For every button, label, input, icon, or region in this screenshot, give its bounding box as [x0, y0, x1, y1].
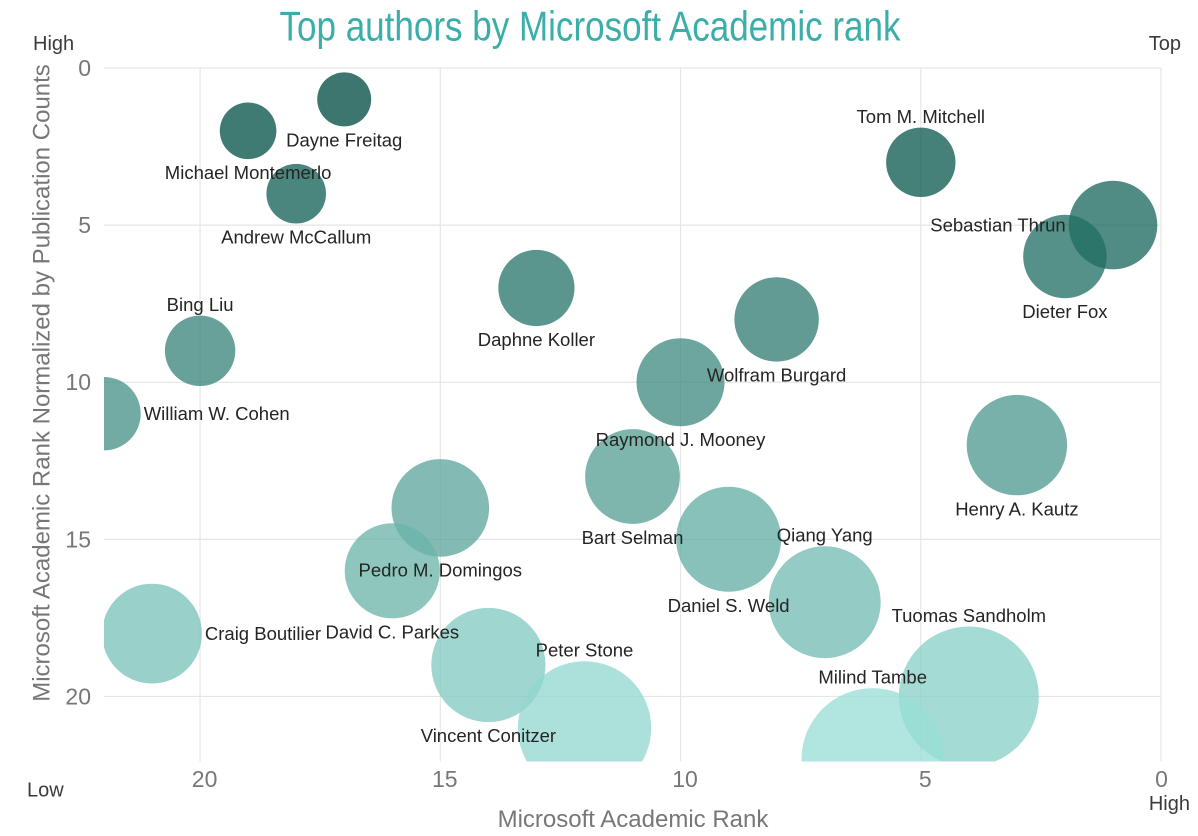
x-tick-label-15: 15	[432, 766, 458, 792]
bubble-henry-a-kautz[interactable]	[966, 394, 1068, 496]
bubble-dieter-fox[interactable]	[1023, 214, 1107, 299]
tick-labels: 20 15 10 5 0 0 5 10 15 20	[65, 55, 1167, 792]
chart-title: Top authors by Microsoft Academic rank	[280, 3, 902, 50]
bubble-label-dieter-fox: Dieter Fox	[1022, 301, 1108, 322]
y-axis-title: Microsoft Academic Rank Normalized by Pu…	[29, 64, 56, 702]
bubble-label-pedro-m-domingos: Pedro M. Domingos	[359, 560, 522, 581]
bubble-daphne-koller[interactable]	[498, 249, 575, 327]
bubble-andrew-mccallum[interactable]	[266, 163, 327, 224]
bubble-peter-stone[interactable]	[517, 661, 652, 794]
bubble-label-dayne-freitag: Dayne Freitag	[286, 129, 402, 150]
y-tick-label-10: 10	[65, 369, 91, 395]
bubble-vincent-conitzer[interactable]	[431, 607, 546, 723]
y-tick-label-20: 20	[65, 683, 91, 709]
bubble-label-wolfram-burgard: Wolfram Burgard	[707, 365, 846, 386]
data-labels: Dayne Freitag Michael Montemerlo Tom M. Mi…	[144, 106, 1109, 746]
bubble-dayne-freitag[interactable]	[317, 72, 372, 127]
bubble-david-c-parkes[interactable]	[344, 523, 440, 619]
bubbles	[67, 72, 1158, 830]
bubble-label-qiang-yang: Qiang Yang	[777, 525, 873, 546]
bubble-label-henry-a-kautz: Henry A. Kautz	[955, 498, 1078, 519]
y-axis-high-label: High	[33, 33, 74, 55]
x-axis-top-label: Top	[1149, 33, 1181, 55]
bubble-label-michael-montemerlo: Michael Montemerlo	[165, 162, 332, 183]
bubble-label-daphne-koller: Daphne Koller	[478, 329, 595, 350]
bubble-raymond-j-mooney[interactable]	[636, 338, 725, 427]
bubble-label-peter-stone: Peter Stone	[536, 640, 634, 661]
bubble-michael-montemerlo[interactable]	[219, 102, 277, 160]
bubble-label-milind-tambe: Milind Tambe	[818, 667, 927, 688]
bubble-william-w-cohen[interactable]	[67, 377, 141, 451]
bubble-label-david-c-parkes: David C. Parkes	[325, 621, 459, 642]
y-tick-label-5: 5	[78, 212, 91, 238]
bubble-daniel-s-weld[interactable]	[676, 486, 782, 592]
x-axis-high-label: High	[1149, 793, 1190, 815]
y-tick-label-0: 0	[78, 55, 91, 81]
bubble-bart-selman[interactable]	[585, 429, 680, 524]
x-tick-label-10: 10	[672, 766, 698, 792]
bubble-label-tom-m-mitchell: Tom M. Mitchell	[857, 106, 986, 127]
y-axis-low-label: Low	[27, 780, 64, 802]
bubble-bing-liu[interactable]	[164, 315, 236, 386]
bubble-label-bing-liu: Bing Liu	[167, 294, 234, 315]
bubble-wolfram-burgard[interactable]	[734, 277, 819, 362]
bubble-label-william-w-cohen: William W. Cohen	[144, 403, 290, 424]
bubble-label-andrew-mccallum: Andrew McCallum	[221, 227, 371, 248]
x-tick-label-5: 5	[919, 766, 932, 792]
x-tick-label-0: 0	[1155, 766, 1168, 792]
bubble-qiang-yang[interactable]	[768, 546, 881, 659]
bubble-label-daniel-s-weld: Daniel S. Weld	[668, 595, 790, 616]
bubble-label-tuomas-sandholm: Tuomas Sandholm	[892, 605, 1047, 626]
x-axis-title: Microsoft Academic Rank	[498, 806, 770, 833]
bubble-label-raymond-j-mooney: Raymond J. Mooney	[596, 429, 766, 450]
bubble-label-craig-boutilier: Craig Boutilier	[205, 623, 321, 644]
bubble-label-sebastian-thrun: Sebastian Thrun	[930, 215, 1065, 236]
bubble-milind-tambe[interactable]	[801, 688, 944, 830]
bubble-label-vincent-conitzer: Vincent Conitzer	[421, 725, 556, 746]
bubble-label-bart-selman: Bart Selman	[582, 527, 684, 548]
bubble-tom-m-mitchell[interactable]	[886, 127, 956, 197]
bubble-craig-boutilier[interactable]	[102, 583, 202, 684]
y-tick-label-15: 15	[65, 526, 91, 552]
x-tick-label-20: 20	[192, 766, 218, 792]
